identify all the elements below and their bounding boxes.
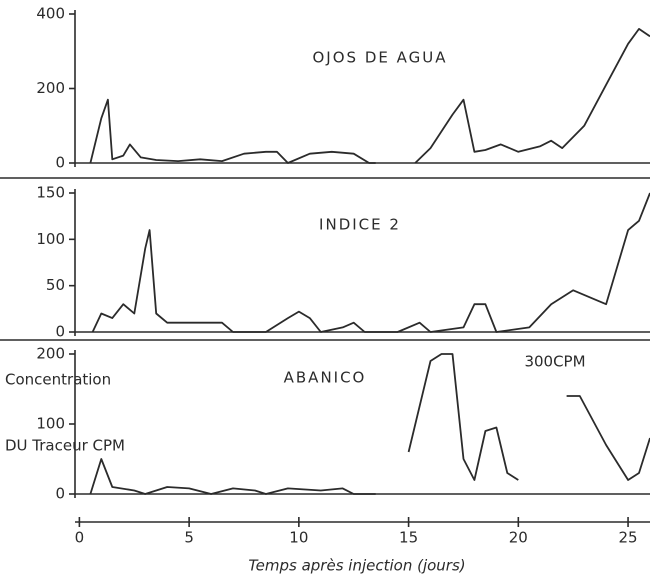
y-tick-label: 0 [55, 154, 65, 172]
panel-title: ABANICO [284, 369, 367, 387]
y-axis-label: DU Traceur CPM [5, 437, 125, 455]
x-tick-label: 0 [75, 529, 85, 547]
y-tick-label: 150 [36, 184, 65, 202]
panel-title: INDICE 2 [319, 216, 401, 234]
y-tick-label: 400 [36, 5, 65, 23]
y-tick-label: 200 [36, 79, 65, 97]
y-tick-label: 0 [55, 323, 65, 341]
x-tick-label: 15 [399, 529, 418, 547]
y-tick-label: 50 [46, 276, 65, 294]
y-tick-label: 100 [36, 415, 65, 433]
y-tick-label: 100 [36, 230, 65, 248]
x-tick-label: 20 [509, 529, 528, 547]
line [91, 192, 650, 333]
y-tick-label: 0 [55, 485, 65, 503]
x-axis-label: Temps après injection (jours) [248, 557, 465, 575]
annotation: 300CPM [524, 353, 585, 371]
x-tick-label: 25 [619, 529, 638, 547]
y-axis-label: Concentration [5, 371, 111, 389]
y-tick-label: 200 [36, 345, 65, 363]
x-tick-label: 5 [184, 529, 194, 547]
panel-title: OJOS DE AGUA [313, 49, 448, 67]
x-tick-label: 10 [289, 529, 308, 547]
line [89, 353, 650, 495]
line [89, 28, 650, 164]
